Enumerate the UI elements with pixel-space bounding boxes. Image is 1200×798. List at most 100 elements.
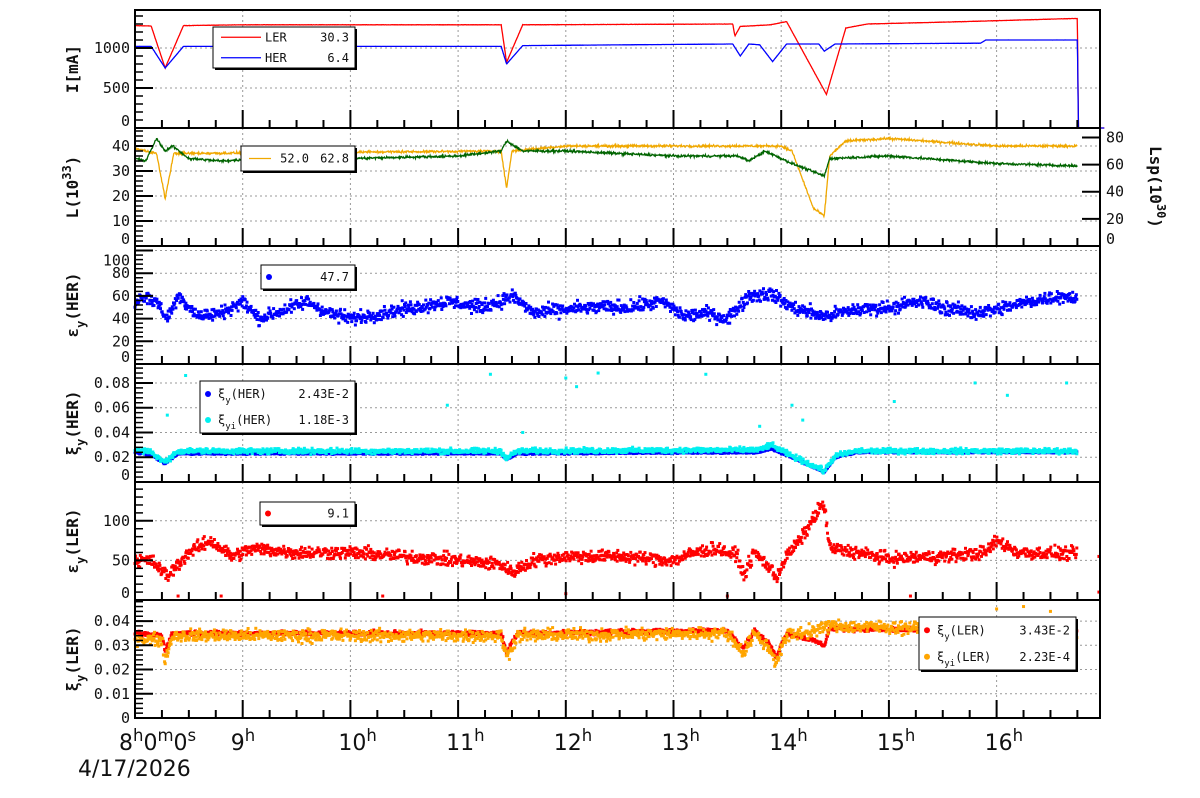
data-point — [669, 448, 673, 452]
data-point — [756, 292, 760, 296]
data-point — [1016, 450, 1020, 454]
data-point — [692, 312, 696, 316]
data-point — [262, 317, 266, 321]
data-point — [687, 311, 691, 315]
data-point — [215, 309, 219, 313]
data-point — [496, 304, 499, 308]
data-point — [567, 449, 571, 453]
data-point — [1073, 299, 1077, 303]
data-point — [857, 447, 861, 451]
data-point — [166, 457, 170, 461]
data-point — [298, 449, 302, 453]
data-point — [568, 309, 572, 313]
data-point — [887, 446, 890, 450]
data-point — [256, 314, 260, 318]
data-point — [386, 316, 390, 320]
data-point — [571, 309, 575, 313]
data-point — [597, 309, 601, 313]
data-point — [230, 448, 234, 452]
data-point — [496, 294, 500, 298]
data-point — [888, 305, 892, 309]
data-point — [921, 296, 925, 300]
data-point — [208, 451, 212, 455]
data-point — [1070, 449, 1074, 453]
data-point — [148, 302, 152, 306]
data-point — [852, 305, 856, 309]
data-point — [874, 303, 878, 307]
data-point — [921, 447, 925, 451]
data-point — [586, 447, 590, 451]
data-point — [636, 305, 640, 309]
data-point — [169, 459, 172, 463]
data-point — [1049, 292, 1053, 296]
data-point — [741, 309, 745, 312]
data-point — [1044, 449, 1048, 453]
data-point — [482, 451, 486, 455]
data-point — [664, 298, 668, 302]
data-point — [182, 298, 186, 302]
data-point — [1058, 302, 1062, 306]
data-point — [274, 311, 278, 315]
data-point — [294, 302, 297, 306]
data-point — [561, 304, 565, 308]
data-point — [654, 298, 658, 302]
data-point — [472, 308, 476, 312]
data-point — [384, 450, 388, 454]
data-point — [841, 311, 845, 315]
data-point — [292, 451, 296, 455]
data-point — [1022, 301, 1025, 305]
data-point — [981, 312, 985, 315]
data-point — [717, 449, 721, 453]
data-point — [199, 310, 203, 314]
data-point — [737, 300, 741, 304]
data-point — [607, 302, 611, 306]
data-point — [283, 303, 287, 307]
data-point — [378, 314, 382, 317]
data-point — [605, 308, 609, 312]
data-point — [924, 295, 928, 299]
data-point — [910, 448, 914, 451]
data-point — [519, 449, 523, 453]
data-point — [297, 305, 300, 309]
data-point — [904, 448, 908, 452]
data-point — [685, 450, 688, 454]
data-point — [787, 304, 791, 308]
data-point — [684, 446, 688, 450]
data-point — [1051, 299, 1055, 303]
data-point — [639, 305, 643, 309]
data-point — [257, 448, 261, 452]
data-point — [936, 306, 940, 310]
data-point — [834, 307, 838, 311]
data-point — [977, 309, 981, 313]
data-point — [1067, 447, 1071, 451]
data-point — [673, 313, 677, 317]
data-point — [338, 450, 342, 454]
data-point — [513, 300, 517, 304]
data-point — [859, 311, 863, 315]
data-point — [884, 308, 887, 311]
data-point — [343, 308, 347, 312]
data-point — [881, 301, 885, 304]
data-point — [875, 447, 879, 451]
data-point — [668, 305, 672, 309]
data-point — [1029, 305, 1033, 308]
data-point — [821, 471, 825, 475]
data-point — [1018, 297, 1022, 301]
data-point — [840, 313, 844, 317]
data-point — [189, 551, 193, 555]
data-point — [243, 298, 247, 302]
data-point — [160, 457, 164, 461]
data-point — [912, 297, 916, 301]
data-point — [1037, 300, 1041, 304]
data-point — [814, 316, 818, 320]
data-point — [778, 293, 782, 297]
data-point — [991, 308, 995, 312]
data-point — [164, 569, 168, 573]
data-point — [690, 311, 694, 315]
data-point — [358, 317, 362, 321]
data-point — [300, 303, 304, 306]
data-point — [176, 559, 180, 563]
data-point — [650, 302, 653, 306]
data-point — [156, 567, 159, 571]
data-point — [816, 313, 820, 317]
